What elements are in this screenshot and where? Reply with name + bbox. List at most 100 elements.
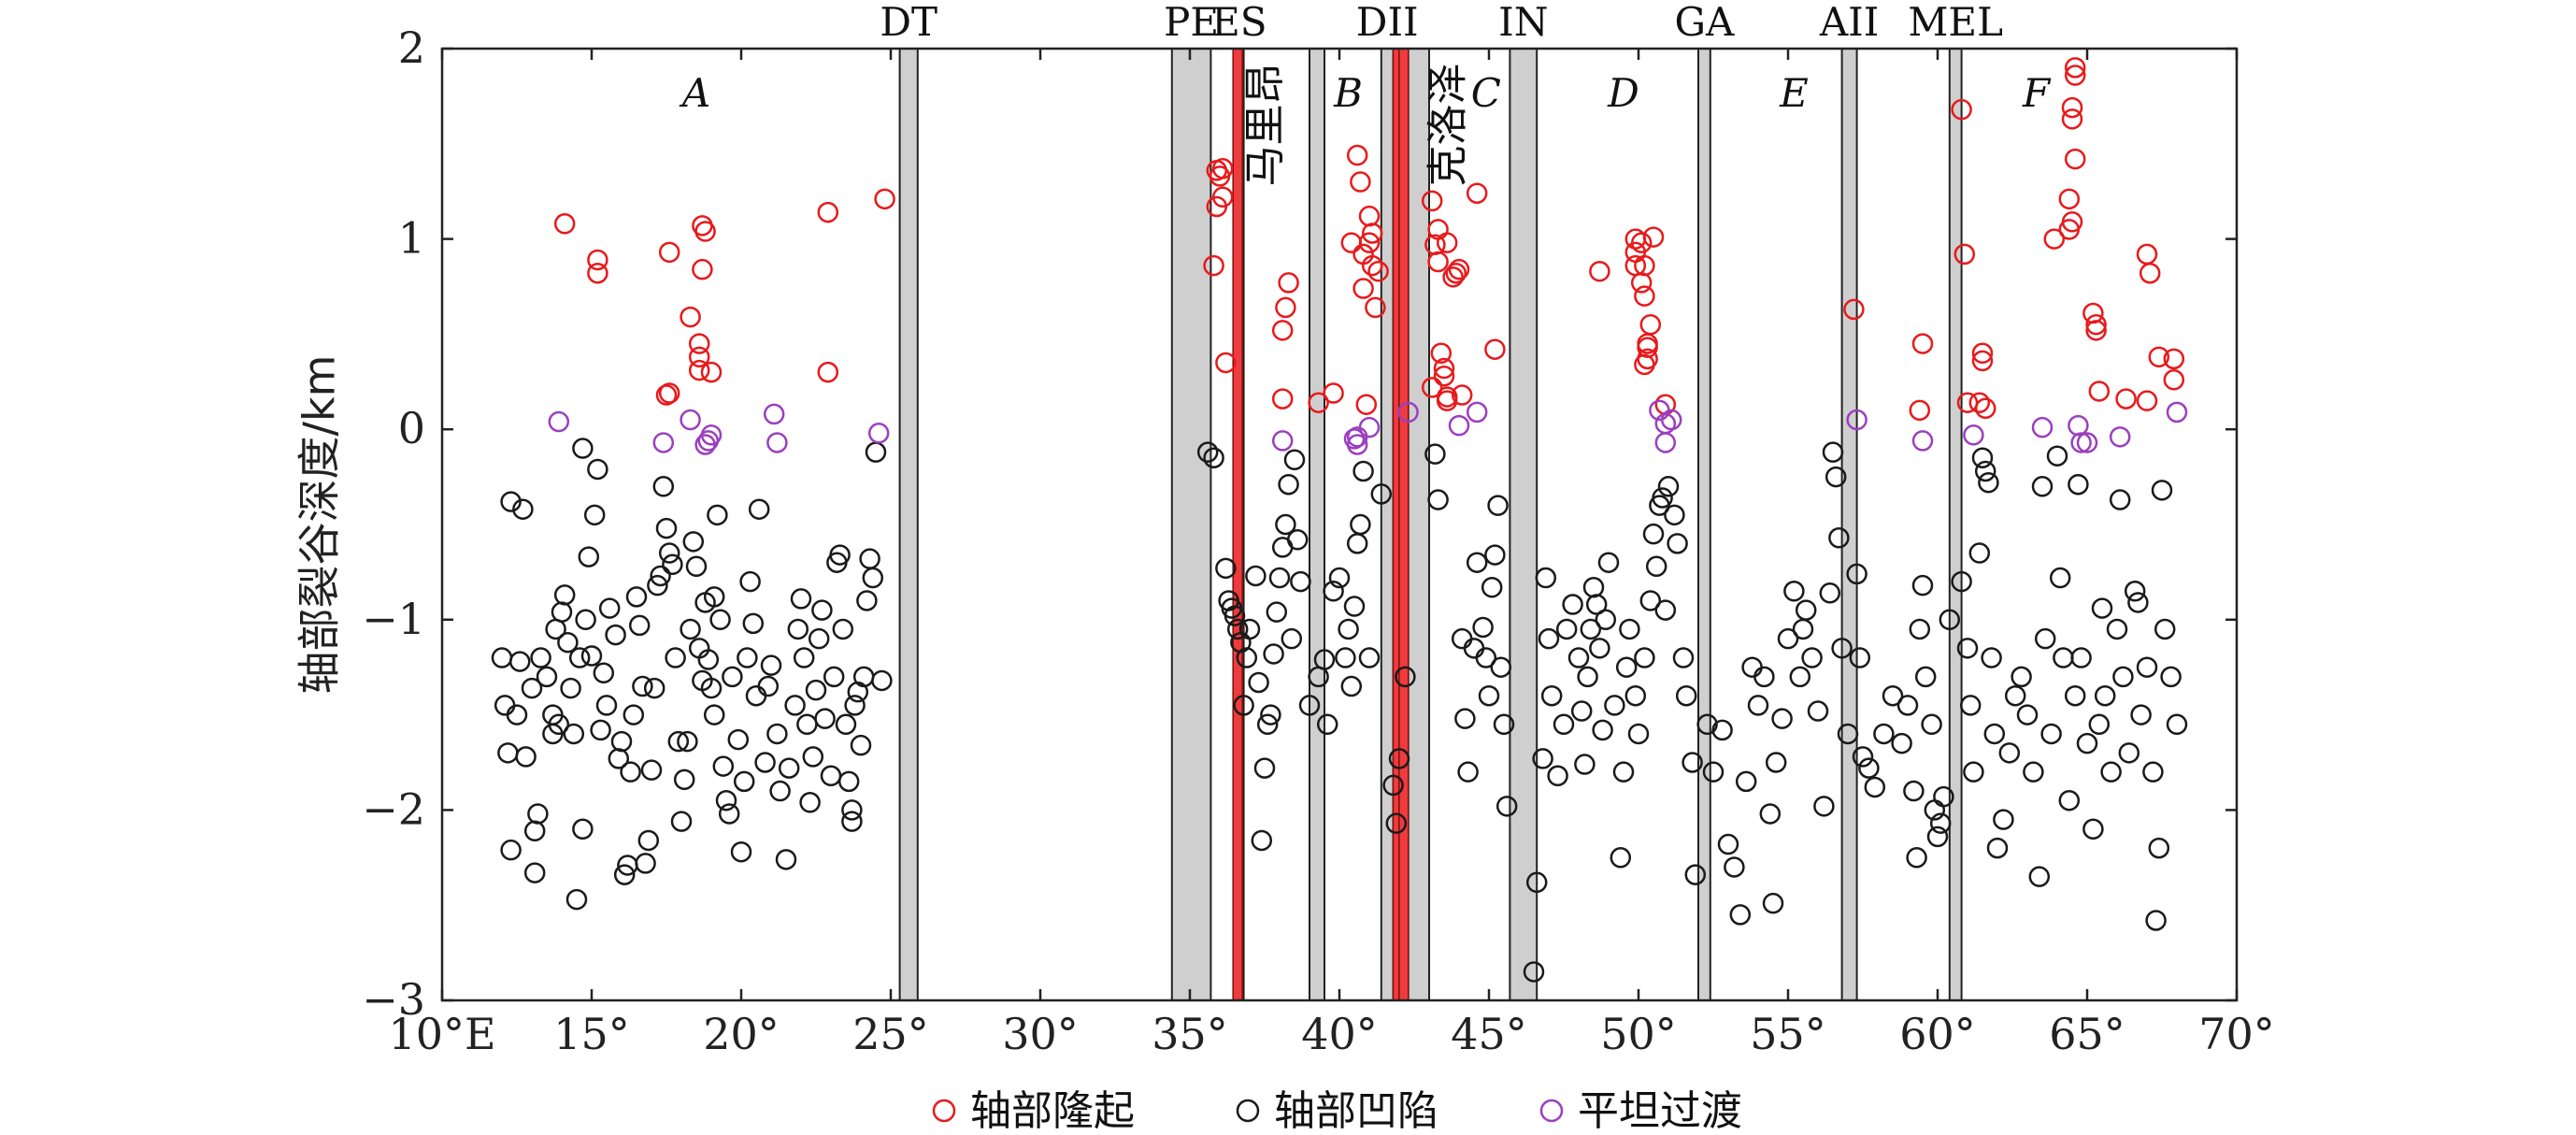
data-point xyxy=(2088,713,2111,736)
data-point xyxy=(1350,171,1371,193)
data-point xyxy=(1490,656,1512,678)
data-point xyxy=(865,441,887,463)
data-point xyxy=(1430,342,1453,365)
data-point xyxy=(2094,684,2116,707)
y-tick-label: −2 xyxy=(362,783,425,834)
data-point xyxy=(1290,570,1311,593)
data-point xyxy=(670,811,693,832)
data-point xyxy=(1397,401,1419,424)
data-point xyxy=(494,695,516,716)
data-point xyxy=(766,723,788,745)
data-point xyxy=(530,647,551,668)
data-point xyxy=(643,677,665,699)
data-point xyxy=(2061,96,2083,119)
data-point xyxy=(1343,596,1366,617)
data-point xyxy=(2160,666,2182,688)
data-point xyxy=(1248,671,1269,694)
data-point xyxy=(1215,352,1237,374)
data-point xyxy=(1478,684,1500,707)
data-point xyxy=(1864,776,1886,798)
data-point xyxy=(1959,695,1982,716)
data-point xyxy=(1652,487,1673,509)
data-point xyxy=(817,361,839,383)
data-point xyxy=(628,614,651,637)
data-point xyxy=(1639,313,1662,336)
data-point xyxy=(1496,796,1518,817)
data-point xyxy=(1532,748,1553,769)
data-point xyxy=(1385,812,1408,834)
data-point xyxy=(1724,856,1745,878)
data-point xyxy=(523,862,546,884)
data-point xyxy=(662,553,683,576)
data-point xyxy=(2091,597,2113,619)
data-point xyxy=(841,799,863,821)
data-point xyxy=(760,654,782,676)
data-point xyxy=(1484,338,1506,360)
data-point xyxy=(1278,473,1299,496)
data-point xyxy=(578,546,600,568)
data-point xyxy=(1968,542,1991,564)
data-point xyxy=(1466,401,1488,424)
data-point xyxy=(1612,761,1635,783)
data-point xyxy=(500,839,522,861)
data-point xyxy=(553,584,576,606)
data-point xyxy=(1921,713,1942,736)
fracture-zone-label: IN xyxy=(1498,0,1548,45)
data-point xyxy=(1951,98,1972,121)
data-point xyxy=(1654,432,1677,453)
data-point xyxy=(1717,833,1739,855)
data-point xyxy=(2068,414,2089,437)
data-point xyxy=(1268,567,1291,589)
data-point xyxy=(593,662,615,684)
data-point xyxy=(521,677,543,699)
data-point xyxy=(703,586,725,608)
data-point xyxy=(1281,627,1303,650)
data-point xyxy=(1595,609,1617,631)
data-point xyxy=(1852,746,1874,768)
data-point xyxy=(823,666,845,688)
data-point xyxy=(548,713,570,736)
data-point xyxy=(1993,809,2014,830)
data-point xyxy=(647,574,668,596)
data-point xyxy=(730,840,752,863)
data-point xyxy=(694,221,716,242)
data-point xyxy=(1436,390,1458,411)
data-point xyxy=(859,548,880,569)
data-point xyxy=(1570,700,1593,722)
data-point xyxy=(2068,473,2089,496)
data-point xyxy=(1424,443,1446,465)
data-point xyxy=(1896,695,1919,716)
data-point xyxy=(548,410,570,433)
data-point xyxy=(1555,618,1578,640)
data-point xyxy=(709,609,731,631)
fracture-zone-band xyxy=(1170,48,1212,1001)
data-point xyxy=(2166,401,2188,424)
data-point xyxy=(1873,723,1895,745)
data-point xyxy=(856,590,878,611)
data-point xyxy=(742,612,765,635)
data-point xyxy=(841,811,863,832)
data-point xyxy=(700,424,723,446)
data-point xyxy=(707,504,728,526)
data-point xyxy=(2142,761,2164,783)
data-point xyxy=(1933,785,1954,808)
data-point xyxy=(1634,647,1655,668)
data-point xyxy=(1971,447,1994,468)
data-point xyxy=(715,789,737,812)
data-point xyxy=(1451,384,1473,406)
data-point xyxy=(1361,254,1383,277)
legend-label: 轴部凹陷 xyxy=(1274,1087,1438,1135)
data-point xyxy=(1567,647,1590,668)
data-point xyxy=(508,651,531,672)
data-point xyxy=(572,818,594,840)
data-point xyxy=(754,752,776,773)
data-point xyxy=(2163,369,2185,391)
data-point xyxy=(2011,666,2032,688)
data-point xyxy=(1619,618,1640,640)
data-point xyxy=(1753,666,1775,688)
data-point xyxy=(580,645,603,667)
fracture-zone-label: ES xyxy=(1211,0,1267,45)
data-point xyxy=(1634,285,1655,307)
data-point xyxy=(1735,770,1757,793)
x-tick-label: 30° xyxy=(1002,1009,1079,1059)
